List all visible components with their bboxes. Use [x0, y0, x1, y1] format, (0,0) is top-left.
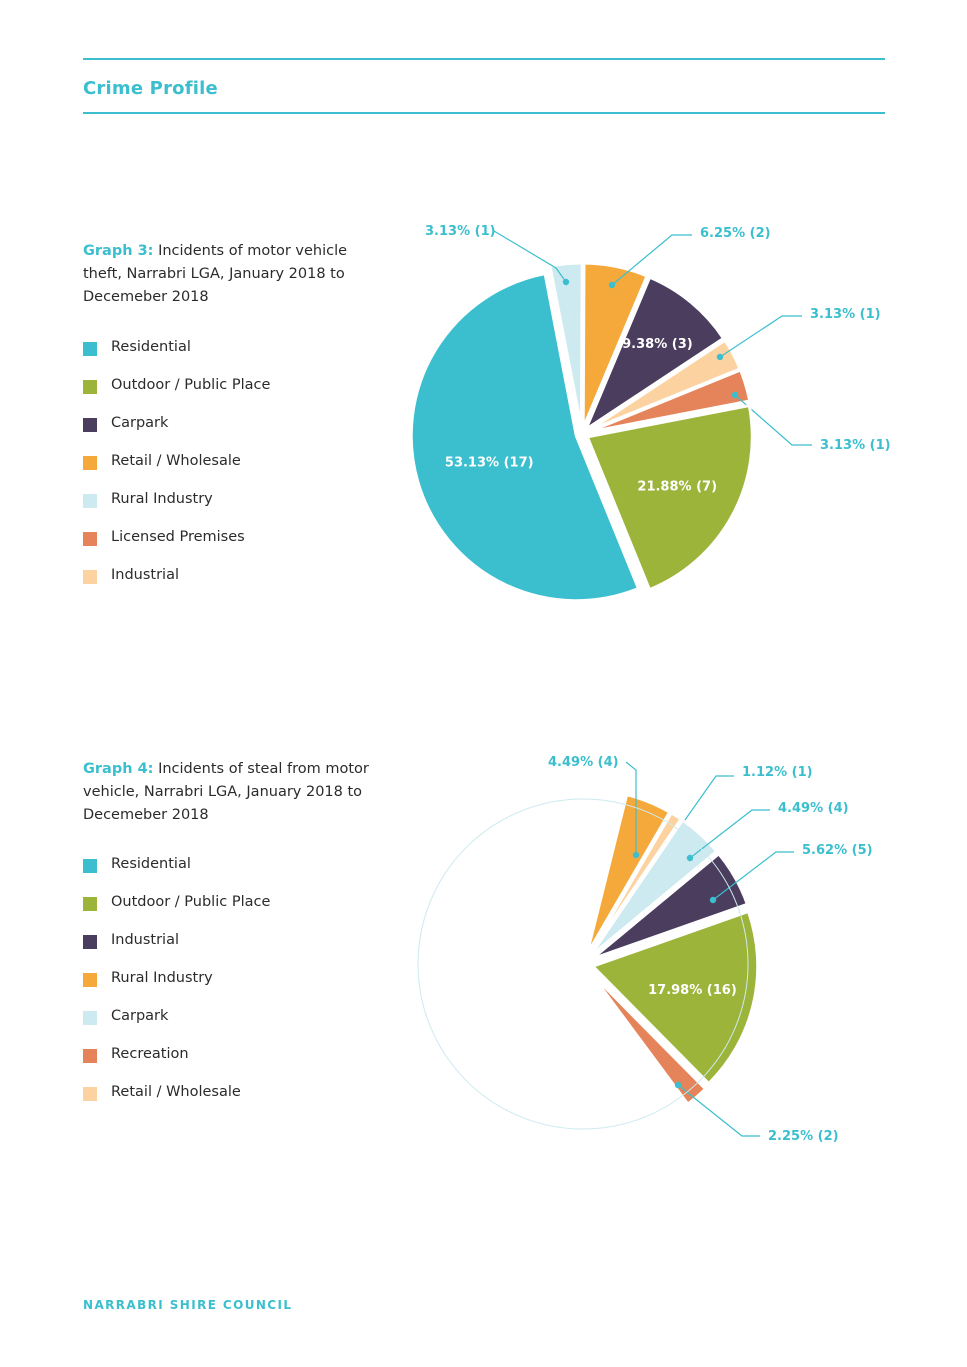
legend-label: Residential	[111, 856, 191, 872]
slice-retail-wholesale	[587, 810, 684, 957]
graph-3-number: Graph 3:	[83, 243, 154, 259]
data-label-retail-wholesale: 1.12% (1)	[742, 765, 813, 780]
legend-label: Carpark	[111, 1008, 169, 1024]
slice-recreation	[588, 970, 708, 1107]
page-title: Crime Profile	[83, 78, 218, 99]
legend-label: Recreation	[111, 1046, 189, 1062]
legend-swatch	[83, 380, 97, 394]
legend-item-rural-industry: Rural Industry	[83, 491, 383, 532]
legend-swatch	[83, 570, 97, 584]
legend-swatch	[83, 897, 97, 911]
data-label-rural-industry: 4.49% (4)	[548, 755, 619, 770]
legend-label: Residential	[111, 339, 191, 355]
legend-item-recreation: Recreation	[83, 1046, 383, 1087]
legend-item-carpark: Carpark	[83, 1008, 383, 1049]
data-label-licensed-premises: 3.13% (1)	[820, 438, 891, 453]
slice-outdoor-public-place	[590, 909, 760, 1086]
callout-line	[734, 394, 812, 446]
callout-line	[493, 230, 567, 283]
legend-swatch	[83, 494, 97, 508]
graph-3-caption-text: Incidents of motor vehicle theft, Narrab…	[83, 243, 348, 305]
slice-outdoor-public-place	[585, 403, 754, 592]
legend-swatch	[83, 532, 97, 546]
legend-label: Industrial	[111, 932, 180, 948]
slice-rural-industry	[548, 261, 584, 429]
legend-item-rural-industry: Rural Industry	[83, 970, 383, 1011]
data-label-carpark: 9.38% (3)	[622, 337, 693, 352]
callout-line	[677, 1084, 760, 1137]
legend-swatch	[83, 456, 97, 470]
legend-swatch	[83, 342, 97, 356]
legend-item-residential: Residential	[83, 339, 383, 380]
graph-4-number: Graph 4:	[83, 761, 154, 777]
slice-rural-industry	[585, 792, 672, 956]
legend-label: Industrial	[111, 567, 180, 583]
callout-dot	[731, 391, 739, 399]
callout-dot	[716, 353, 724, 361]
legend-swatch	[83, 1049, 97, 1063]
graph-4-caption-text: Incidents of steal from motor vehicle, N…	[83, 761, 369, 823]
slice-industrial	[590, 851, 750, 961]
legend-label: Rural Industry	[111, 970, 213, 986]
graph-4-legend: Residential Outdoor / Public Place Industr…	[83, 856, 383, 1125]
legend-swatch	[83, 1087, 97, 1101]
callout-dot	[632, 851, 640, 859]
legend-label: Outdoor / Public Place	[111, 377, 271, 393]
data-label-retail-wholesale: 6.25% (2)	[700, 226, 771, 241]
graph-3-legend: Residential Outdoor / Public Place Carpark…	[83, 339, 383, 608]
callout-dot	[608, 281, 616, 289]
pie-chart-1: 3.13% (1) 6.25% (2) 9.38% (3) 3.13% (1) 3.13…	[409, 224, 891, 603]
data-label-carpark: 4.49% (4)	[778, 801, 849, 816]
callout-line	[625, 761, 637, 855]
legend-item-residential: Residential	[83, 856, 383, 897]
data-label-residential: 53.13% (17)	[445, 456, 534, 471]
slice-residential	[409, 271, 641, 603]
title-rule	[83, 112, 885, 114]
footer-council-name: NARRABRI SHIRE COUNCIL	[83, 1298, 293, 1312]
legend-item-licensed-premises: Licensed Premises	[83, 529, 383, 570]
legend-label: Outdoor / Public Place	[111, 894, 271, 910]
legend-swatch	[83, 418, 97, 432]
legend-label: Retail / Wholesale	[111, 453, 241, 469]
legend-item-carpark: Carpark	[83, 415, 383, 456]
slice-retail-wholesale	[581, 261, 650, 429]
slice-carpark	[588, 818, 719, 958]
slice-residential-outline	[417, 798, 749, 1130]
data-label-industrial: 3.13% (1)	[810, 307, 881, 322]
legend-label: Licensed Premises	[111, 529, 245, 545]
pie-chart-2: 4.49% (4) 1.12% (1) 4.49% (4) 5.62% (5) 17.9…	[417, 755, 873, 1144]
legend-item-outdoor-public-place: Outdoor / Public Place	[83, 894, 383, 935]
callout-line	[689, 809, 770, 859]
slice-licensed-premises	[587, 368, 752, 434]
callout-line	[719, 315, 802, 358]
data-label-industrial: 5.62% (5)	[802, 843, 873, 858]
slice-carpark	[582, 275, 726, 434]
callout-line	[712, 851, 794, 901]
legend-label: Rural Industry	[111, 491, 213, 507]
graph-3-caption: Graph 3: Incidents of motor vehicle thef…	[83, 240, 373, 309]
legend-item-industrial: Industrial	[83, 567, 383, 608]
legend-label: Retail / Wholesale	[111, 1084, 241, 1100]
callout-dot	[686, 854, 694, 862]
data-label-recreation: 2.25% (2)	[768, 1129, 839, 1144]
legend-label: Carpark	[111, 415, 169, 431]
legend-item-outdoor-public-place: Outdoor / Public Place	[83, 377, 383, 418]
data-label-rural-industry: 3.13% (1)	[425, 224, 496, 239]
callout-dot	[709, 896, 717, 904]
legend-swatch	[83, 935, 97, 949]
legend-item-retail-wholesale: Retail / Wholesale	[83, 453, 383, 494]
data-label-outdoor-public-place: 21.88% (7)	[637, 480, 717, 495]
callout-dot	[674, 1081, 682, 1089]
callout-dot	[562, 278, 570, 286]
data-label-outdoor-public-place: 17.98% (16)	[648, 983, 737, 998]
legend-item-retail-wholesale: Retail / Wholesale	[83, 1084, 383, 1125]
legend-item-industrial: Industrial	[83, 932, 383, 973]
top-rule	[83, 58, 885, 60]
legend-swatch	[83, 1011, 97, 1025]
callout-line	[611, 234, 692, 286]
legend-swatch	[83, 859, 97, 873]
graph-4-caption: Graph 4: Incidents of steal from motor v…	[83, 758, 373, 827]
legend-swatch	[83, 973, 97, 987]
